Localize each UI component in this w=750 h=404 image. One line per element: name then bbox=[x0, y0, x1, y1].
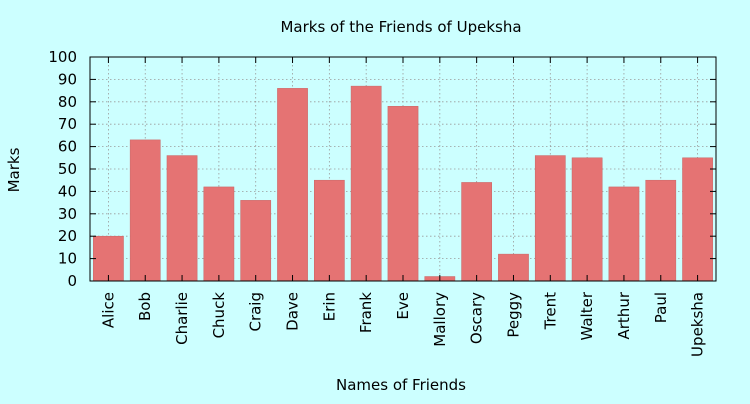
y-tick-label: 10 bbox=[58, 250, 77, 268]
x-tick-label: Trent bbox=[541, 292, 559, 331]
y-axis-label: Marks bbox=[5, 147, 23, 192]
x-tick-labels: Alice Bob Charlie Chuck Craig Dave Erin Frank Ev… bbox=[99, 291, 706, 357]
bar-trent bbox=[534, 155, 566, 282]
bar-eve bbox=[387, 106, 419, 282]
x-tick-label: Dave bbox=[284, 292, 302, 331]
axis-ticks bbox=[90, 56, 716, 282]
bar-bob bbox=[129, 139, 161, 282]
x-tick-label: Alice bbox=[99, 292, 117, 328]
y-tick-labels: 0 10 20 30 40 50 60 70 80 90 100 bbox=[48, 48, 77, 290]
x-tick-label: Oscary bbox=[468, 292, 486, 344]
x-tick-label: Mallory bbox=[431, 292, 449, 347]
bar-oscary bbox=[461, 182, 492, 282]
bar-dave bbox=[277, 88, 308, 282]
bar-upeksha bbox=[682, 157, 713, 282]
y-tick-label: 100 bbox=[48, 48, 77, 66]
bar-erin bbox=[314, 179, 345, 282]
y-tick-label: 30 bbox=[58, 205, 77, 223]
x-tick-label: Arthur bbox=[615, 291, 633, 339]
bar-walter bbox=[571, 157, 603, 282]
x-tick-label: Charlie bbox=[173, 292, 191, 345]
bar-frank bbox=[350, 85, 382, 282]
bar-arthur bbox=[608, 186, 640, 282]
y-tick-label: 90 bbox=[58, 70, 77, 88]
x-tick-label: Walter bbox=[578, 291, 596, 340]
bar-craig bbox=[240, 200, 272, 282]
x-tick-label: Frank bbox=[357, 292, 375, 333]
x-tick-label: Upeksha bbox=[689, 292, 707, 357]
y-tick-label: 20 bbox=[58, 227, 77, 245]
x-axis-label: Names of Friends bbox=[336, 376, 466, 394]
chart-title: Marks of the Friends of Upeksha bbox=[280, 18, 521, 36]
x-tick-label: Erin bbox=[320, 292, 338, 321]
x-tick-label: Peggy bbox=[504, 292, 522, 338]
y-tick-label: 60 bbox=[58, 138, 77, 156]
x-tick-label: Paul bbox=[652, 292, 670, 323]
y-tick-label: 80 bbox=[58, 93, 77, 111]
y-tick-label: 0 bbox=[67, 272, 77, 290]
y-tick-label: 50 bbox=[58, 160, 77, 178]
bar-paul bbox=[645, 179, 677, 282]
x-tick-label: Craig bbox=[247, 292, 265, 332]
bar-charlie bbox=[166, 155, 198, 282]
bars bbox=[93, 85, 713, 282]
y-tick-label: 70 bbox=[58, 115, 77, 133]
x-tick-label: Chuck bbox=[210, 292, 228, 339]
bar-chuck bbox=[203, 186, 235, 282]
x-tick-label: Bob bbox=[136, 292, 154, 321]
y-tick-label: 40 bbox=[58, 182, 77, 200]
bar-alice bbox=[93, 235, 124, 282]
x-tick-label: Eve bbox=[394, 292, 412, 320]
